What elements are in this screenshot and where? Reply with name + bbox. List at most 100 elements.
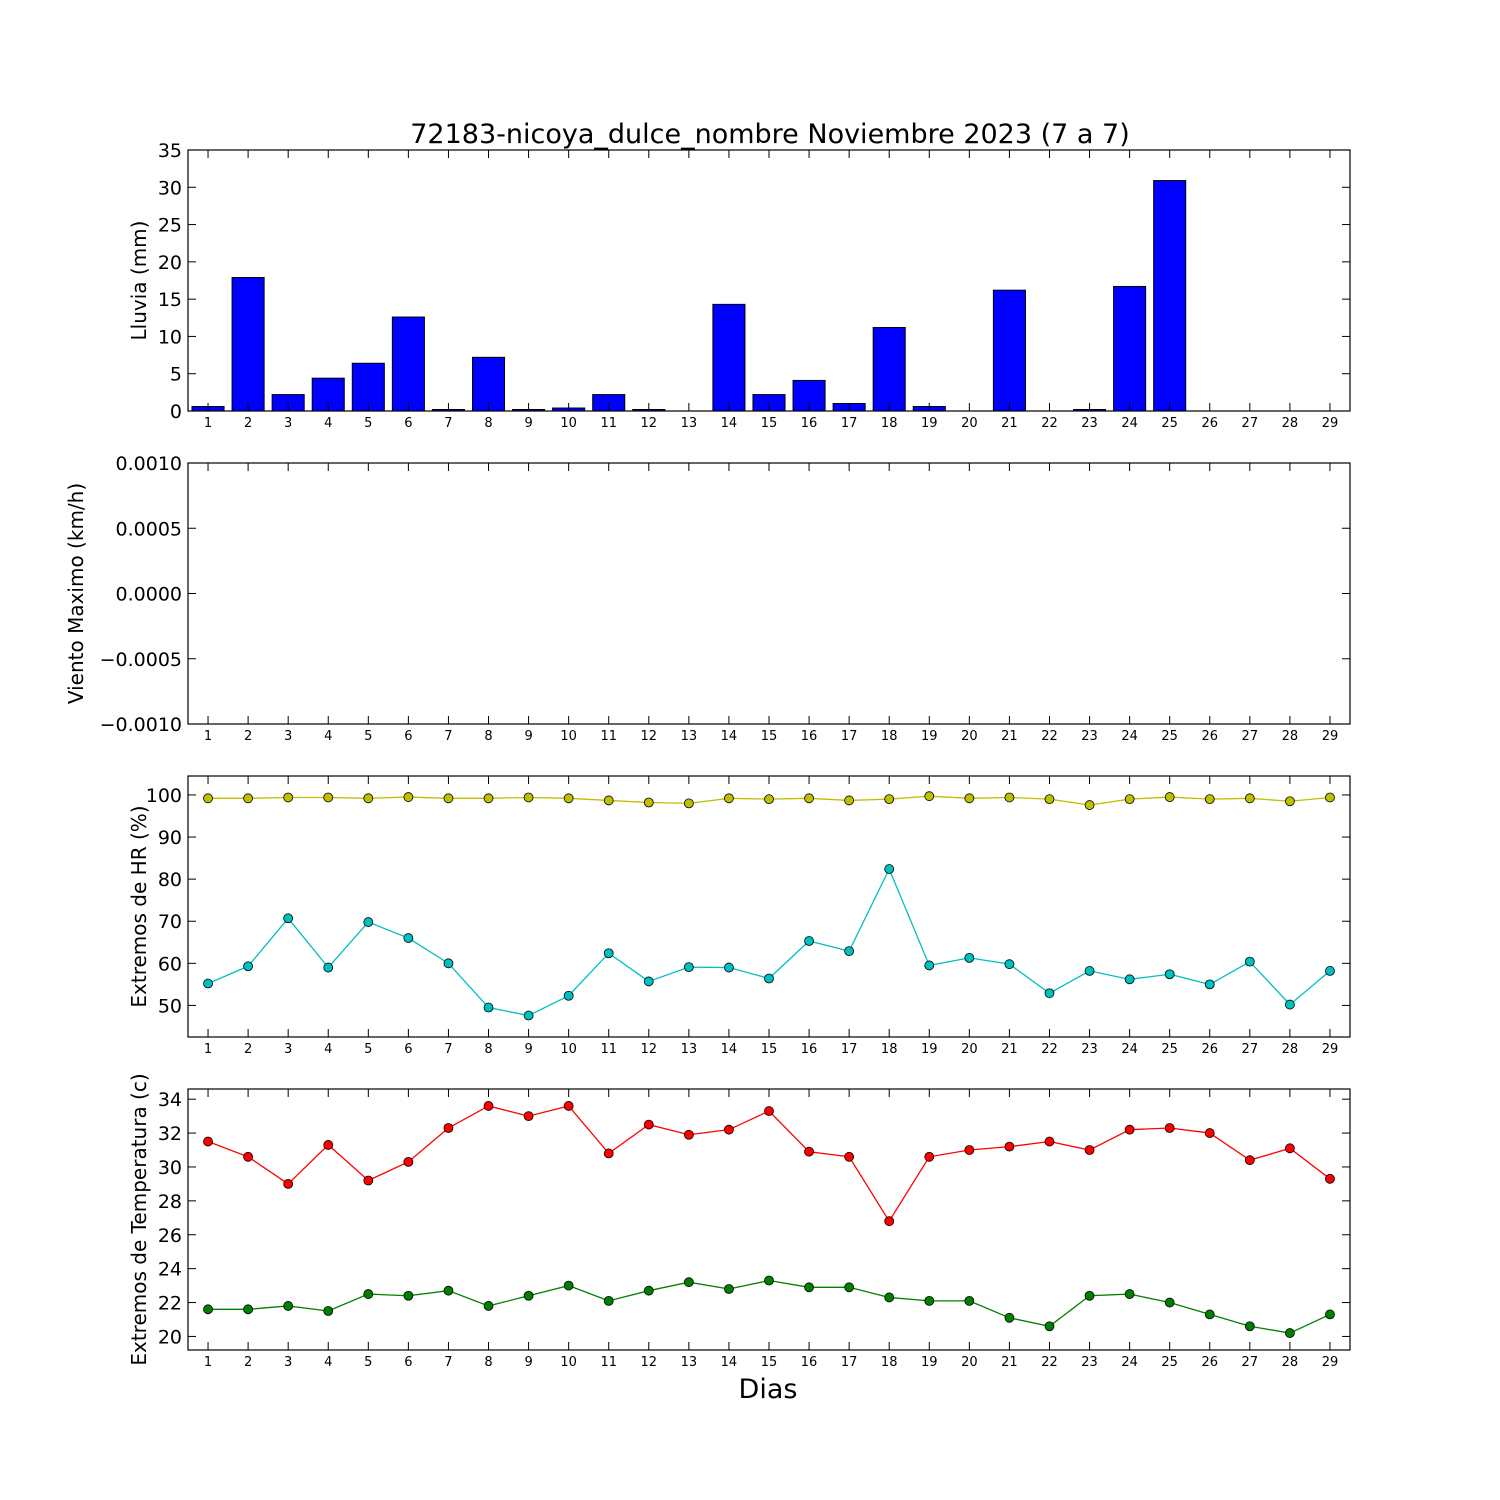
x-tick-label: 1 [204, 729, 212, 744]
x-tick-label: 28 [1282, 729, 1299, 744]
x-tick-label: 7 [444, 729, 452, 744]
y-tick-label: −0.0010 [100, 714, 182, 736]
series-1-point-day-25 [1164, 1123, 1175, 1133]
x-tick-label: 27 [1242, 1355, 1259, 1370]
x-tick-label: 12 [641, 729, 658, 744]
x-tick-label: 22 [1041, 729, 1058, 744]
y-tick-label: 20 [158, 1326, 182, 1348]
series-2-point-day-27 [1244, 956, 1255, 967]
y-tick-label: 32 [158, 1123, 182, 1145]
series-2-point-day-20 [964, 952, 975, 963]
series-1-point-day-26 [1204, 1128, 1215, 1138]
x-tick-label: 25 [1161, 1042, 1178, 1057]
bar-day-25 [1153, 180, 1187, 412]
x-tick-label: 5 [364, 1355, 372, 1370]
x-tick-label: 21 [1001, 729, 1018, 744]
x-tick-label: 17 [841, 1355, 858, 1370]
series-2-point-day-22 [1044, 1321, 1055, 1332]
series-2-point-day-18 [884, 1292, 895, 1303]
x-tick-label: 29 [1322, 416, 1339, 431]
x-tick-label: 9 [524, 729, 532, 744]
x-tick-label: 8 [484, 1355, 492, 1370]
series-2-point-day-29 [1325, 966, 1335, 976]
x-tick-label: 15 [761, 1042, 778, 1057]
y-tick-label: 0.0010 [116, 453, 182, 475]
series-1-point-day-23 [1084, 1145, 1095, 1155]
series-2-point-day-4 [323, 1306, 334, 1316]
chart-title: 72183-nicoya_dulce_nombre Noviembre 2023… [410, 119, 1130, 150]
series-1-point-day-19 [924, 791, 935, 802]
series-1-point-day-12 [643, 797, 654, 808]
series-2-point-day-15 [764, 1275, 774, 1286]
series-2-point-day-9 [523, 1290, 534, 1301]
x-tick-label: 3 [284, 1355, 292, 1370]
series-1-point-day-5 [363, 793, 374, 804]
x-tick-label: 29 [1322, 1355, 1339, 1370]
x-tick-label: 6 [404, 416, 412, 431]
series-1-point-day-1 [203, 793, 213, 804]
series-2-point-day-17 [844, 946, 855, 957]
x-tick-label: 19 [921, 1042, 938, 1057]
y-tick-label: 30 [158, 177, 182, 199]
x-tick-label: 17 [841, 416, 858, 431]
series-1-point-day-22 [1044, 1136, 1055, 1147]
x-tick-label: 22 [1041, 416, 1058, 431]
x-tick-label: 24 [1121, 729, 1138, 744]
series-2-point-day-26 [1204, 979, 1215, 990]
x-tick-label: 11 [600, 416, 617, 431]
x-tick-label: 11 [600, 1042, 617, 1057]
x-tick-label: 3 [284, 729, 292, 744]
y-tick-label: 20 [158, 252, 182, 274]
series-2-point-day-23 [1084, 966, 1095, 976]
x-tick-label: 19 [921, 416, 938, 431]
series-2-point-day-24 [1124, 974, 1135, 985]
x-tick-label: 14 [721, 1355, 738, 1370]
x-tick-label: 26 [1201, 1042, 1218, 1057]
x-tick-label: 20 [961, 416, 978, 431]
y-tick-label: 22 [158, 1293, 182, 1315]
x-tick-label: 12 [641, 1355, 658, 1370]
y-tick-label: 28 [158, 1191, 182, 1213]
y-tick-label: −0.0005 [100, 649, 182, 671]
series-2-point-day-2 [243, 961, 254, 972]
series-2-point-day-19 [924, 1295, 935, 1306]
x-tick-label: 7 [444, 1042, 452, 1057]
series-2-point-day-23 [1084, 1290, 1095, 1301]
x-tick-label: 19 [921, 1355, 938, 1370]
series-1-point-day-1 [203, 1136, 213, 1147]
x-tick-label: 13 [681, 1355, 698, 1370]
x-tick-label: 16 [801, 1042, 818, 1057]
y-axis-label: Extremos de HR (%) [127, 805, 151, 1007]
y-tick-label: 5 [170, 364, 182, 386]
x-tick-label: 21 [1001, 1355, 1018, 1370]
series-1-point-day-17 [844, 1151, 855, 1162]
series-1-point-day-7 [443, 1123, 454, 1133]
series-1-point-day-11 [603, 1148, 614, 1159]
series-1-point-day-6 [403, 792, 414, 802]
series-2-point-day-19 [924, 960, 935, 971]
x-tick-label: 1 [204, 1042, 212, 1057]
series-2-point-day-26 [1204, 1309, 1215, 1320]
y-tick-label: 30 [158, 1157, 182, 1179]
x-tick-label: 20 [961, 729, 978, 744]
y-tick-label: 80 [158, 869, 182, 891]
series-1-point-day-5 [363, 1175, 374, 1186]
series-2-point-day-11 [603, 1295, 614, 1306]
series-2-point-day-6 [403, 933, 414, 943]
series-1-point-day-19 [924, 1151, 935, 1162]
x-tick-label: 26 [1201, 1355, 1218, 1370]
series-1-point-day-6 [403, 1156, 414, 1167]
y-tick-label: 34 [158, 1089, 182, 1111]
series-2-point-day-7 [443, 1285, 454, 1296]
series-1-point-day-4 [323, 792, 334, 803]
y-tick-label: 26 [158, 1225, 182, 1247]
x-tick-label: 22 [1041, 1042, 1058, 1057]
x-tick-label: 5 [364, 416, 372, 431]
series-1-point-day-12 [643, 1119, 654, 1130]
x-tick-label: 21 [1001, 1042, 1018, 1057]
series-1-point-day-10 [563, 793, 574, 804]
y-tick-label: 24 [158, 1259, 182, 1281]
x-tick-label: 8 [484, 416, 492, 431]
series-2-point-day-5 [363, 1289, 374, 1299]
